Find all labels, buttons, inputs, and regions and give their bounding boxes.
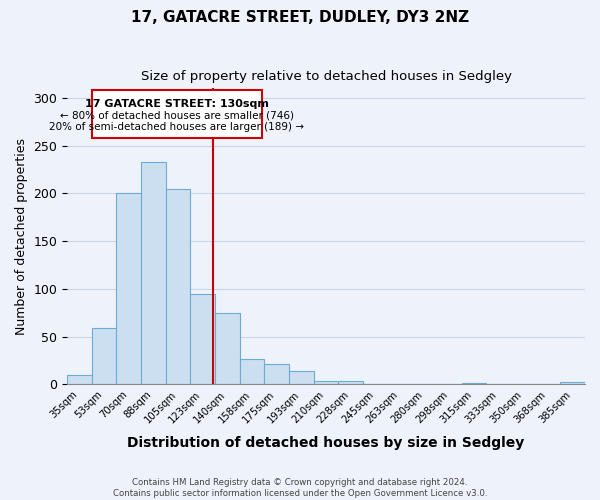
Bar bbox=[314, 380, 338, 384]
Text: Contains HM Land Registry data © Crown copyright and database right 2024.
Contai: Contains HM Land Registry data © Crown c… bbox=[113, 478, 487, 498]
Bar bbox=[215, 313, 240, 384]
Bar bbox=[240, 358, 265, 384]
Text: 20% of semi-detached houses are larger (189) →: 20% of semi-detached houses are larger (… bbox=[49, 122, 304, 132]
Bar bbox=[92, 328, 116, 384]
Text: ← 80% of detached houses are smaller (746): ← 80% of detached houses are smaller (74… bbox=[60, 110, 294, 120]
X-axis label: Distribution of detached houses by size in Sedgley: Distribution of detached houses by size … bbox=[127, 436, 525, 450]
Bar bbox=[166, 188, 190, 384]
Y-axis label: Number of detached properties: Number of detached properties bbox=[15, 138, 28, 335]
Text: 17 GATACRE STREET: 130sqm: 17 GATACRE STREET: 130sqm bbox=[85, 99, 269, 109]
Title: Size of property relative to detached houses in Sedgley: Size of property relative to detached ho… bbox=[140, 70, 512, 83]
Bar bbox=[289, 371, 314, 384]
Text: 17, GATACRE STREET, DUDLEY, DY3 2NZ: 17, GATACRE STREET, DUDLEY, DY3 2NZ bbox=[131, 10, 469, 25]
Bar bbox=[338, 380, 363, 384]
Bar bbox=[116, 194, 141, 384]
Bar bbox=[141, 162, 166, 384]
Bar bbox=[560, 382, 585, 384]
Bar bbox=[67, 375, 92, 384]
FancyBboxPatch shape bbox=[92, 90, 262, 138]
Bar bbox=[265, 364, 289, 384]
Bar bbox=[190, 294, 215, 384]
